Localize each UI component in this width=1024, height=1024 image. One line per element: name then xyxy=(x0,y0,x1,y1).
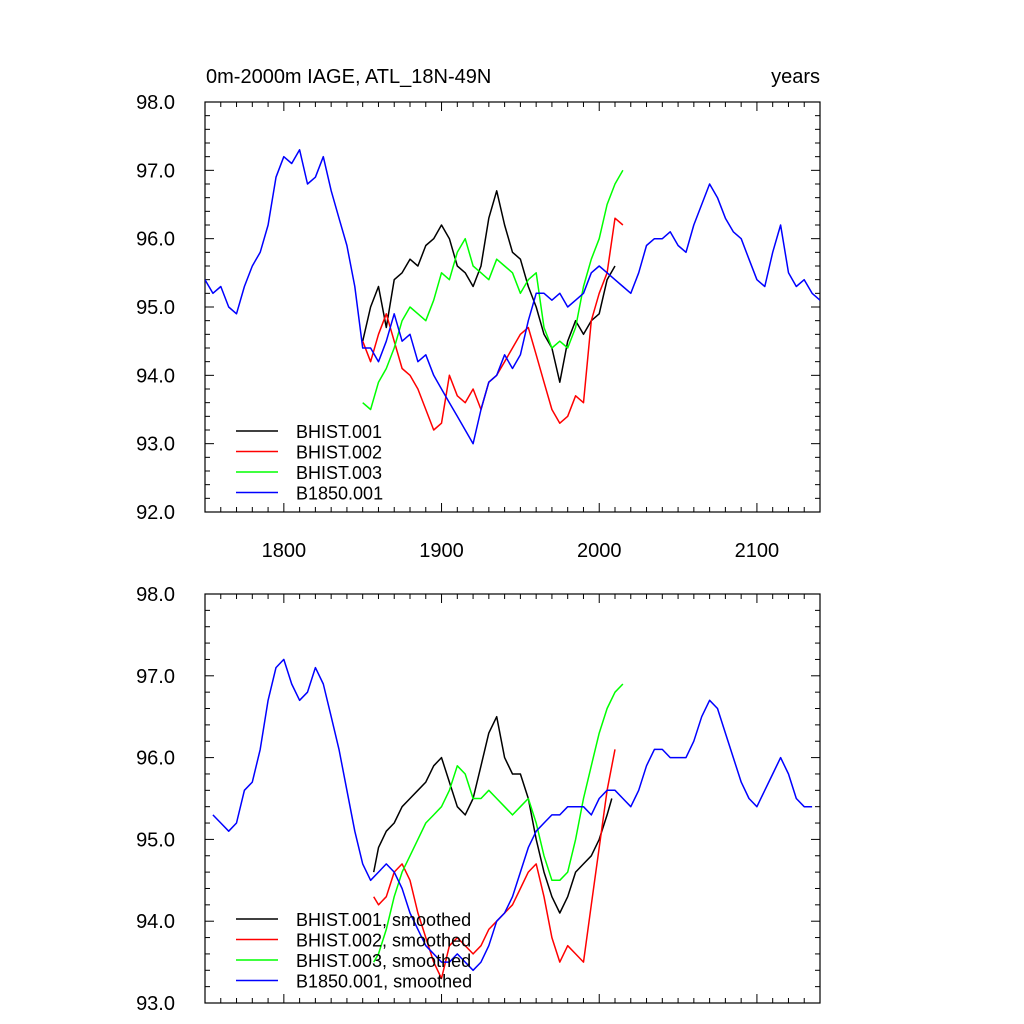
y-tick-label: 98.0 xyxy=(136,92,175,114)
x-tick-label: 1900 xyxy=(419,540,464,562)
bottom-panel: 93.0 94.0 95.0 96.0 97.0 98.0 BHIST.001, smoot… xyxy=(136,584,821,1015)
y-tick-label: 94.0 xyxy=(136,365,175,387)
y-tick-label: 96.0 xyxy=(136,748,175,770)
series-line xyxy=(212,658,813,972)
series-line xyxy=(362,169,624,411)
legend-label: B1850.001, smoothed xyxy=(296,972,472,992)
x-tick-label: 1800 xyxy=(262,540,307,562)
legend-label: BHIST.003 xyxy=(296,463,382,483)
plot-frame xyxy=(204,593,821,1004)
series-line xyxy=(373,749,616,980)
series-line xyxy=(205,149,820,445)
y-tick-label: 98.0 xyxy=(136,584,175,606)
legend-label: BHIST.002, smoothed xyxy=(296,931,471,951)
legend-label: BHIST.001, smoothed xyxy=(296,910,471,930)
y-tick-label: 94.0 xyxy=(136,911,175,933)
y-tick-label: 96.0 xyxy=(136,229,175,251)
top-panel: 0m-2000m IAGE, ATL_18N-49N years 1800 190… xyxy=(136,66,821,562)
chart-title: 0m-2000m IAGE, ATL_18N-49N xyxy=(206,66,491,88)
x-tick-label: 2000 xyxy=(577,540,622,562)
legend-label: BHIST.003, smoothed xyxy=(296,951,471,971)
y-tick-label: 97.0 xyxy=(136,666,175,688)
series-line xyxy=(372,715,613,914)
legend-label: B1850.001 xyxy=(296,484,383,504)
y-tick-label: 97.0 xyxy=(136,160,175,182)
y-tick-label: 93.0 xyxy=(136,993,175,1015)
y-tick-label: 93.0 xyxy=(136,434,175,456)
y-tick-label: 95.0 xyxy=(136,297,175,319)
units-label: years xyxy=(771,66,820,88)
y-tick-label: 95.0 xyxy=(136,829,175,851)
legend-label: BHIST.002 xyxy=(296,443,382,463)
series-line xyxy=(373,683,624,963)
legend-label: BHIST.001 xyxy=(296,422,382,442)
y-tick-label: 92.0 xyxy=(136,502,175,524)
series-line xyxy=(361,190,616,383)
x-tick-label: 2100 xyxy=(735,540,780,562)
